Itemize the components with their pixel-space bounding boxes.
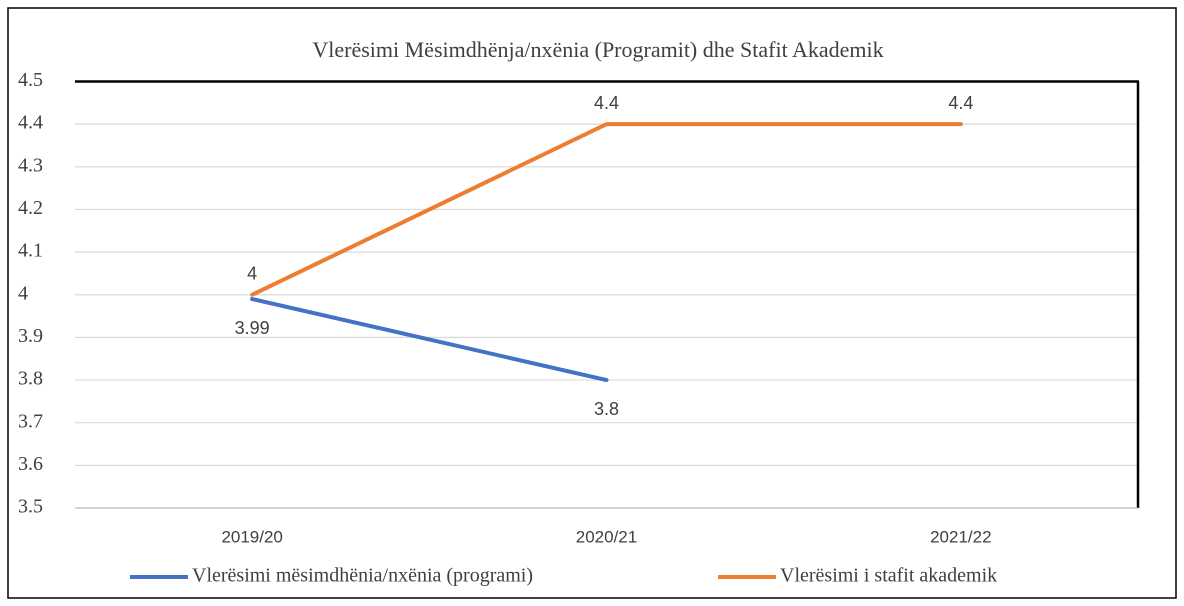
- chart-border: [7, 7, 1177, 599]
- y-tick-label: 4: [18, 282, 28, 304]
- y-tick-label: 4.5: [18, 69, 43, 91]
- y-tick-label: 3.7: [18, 410, 43, 432]
- series-line: [250, 297, 609, 383]
- y-tick-label: 3.6: [18, 453, 43, 475]
- legend-label: Vlerësimi mësimdhënia/nxënia (programi): [192, 565, 533, 587]
- y-tick-label: 4.4: [18, 112, 43, 134]
- y-tick-label: 3.8: [18, 368, 43, 390]
- series-line: [250, 122, 963, 297]
- data-label: 4: [247, 264, 257, 284]
- y-tick-label: 4.3: [18, 154, 43, 176]
- y-tick-label: 3.9: [18, 325, 43, 347]
- data-label: 4.4: [948, 93, 973, 113]
- chart-title: Vlerësimi Mësimdhënja/nxënia (Programit)…: [312, 37, 883, 62]
- data-label: 4.4: [594, 93, 619, 113]
- y-tick-label: 4.1: [18, 240, 43, 262]
- data-label: 3.8: [594, 399, 619, 419]
- data-label: 3.99: [235, 318, 270, 338]
- x-tick-label: 2019/20: [221, 527, 282, 546]
- y-tick-label: 4.2: [18, 197, 43, 219]
- legend-label: Vlerësimi i stafit akademik: [780, 565, 997, 587]
- x-tick-label: 2021/22: [930, 527, 991, 546]
- y-tick-label: 3.5: [18, 496, 43, 518]
- x-tick-label: 2020/21: [576, 527, 637, 546]
